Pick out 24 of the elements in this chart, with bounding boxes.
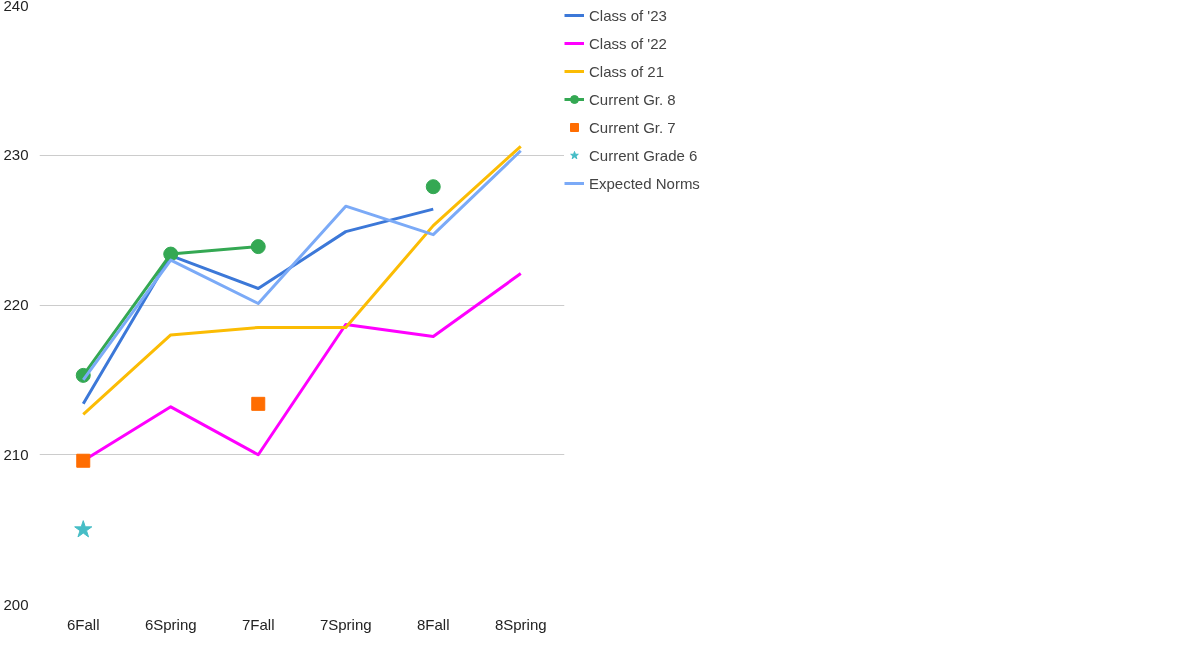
x-tick-label: 7Fall [241, 615, 275, 633]
legend-label: Current Gr. 8 [589, 90, 676, 108]
legend-label: Class of 21 [589, 62, 665, 80]
point [425, 179, 441, 195]
y-tick-label: 240 [3, 0, 29, 14]
point [163, 246, 179, 262]
y-tick-label: 230 [3, 146, 29, 164]
x-tick-label: 6Spring [144, 615, 197, 633]
point [251, 396, 266, 411]
y-tick-label: 210 [3, 445, 29, 463]
legend-label: Class of '23 [589, 6, 667, 24]
legend-label: Expected Norms [589, 174, 700, 192]
x-tick-label: 7Spring [319, 615, 372, 633]
y-tick-label: 200 [3, 595, 29, 613]
y-tick-label: 220 [3, 296, 29, 313]
legend-label: Class of '22 [589, 34, 667, 52]
x-tick-label: 8Fall [416, 615, 450, 633]
legend-label: Current Grade 6 [589, 146, 698, 164]
point [250, 239, 266, 255]
x-tick-label: 8Spring [494, 615, 547, 633]
point [74, 520, 93, 538]
x-tick-label: 6Fall [66, 615, 100, 633]
point [76, 453, 91, 468]
legend-label: Current Gr. 7 [589, 118, 676, 136]
